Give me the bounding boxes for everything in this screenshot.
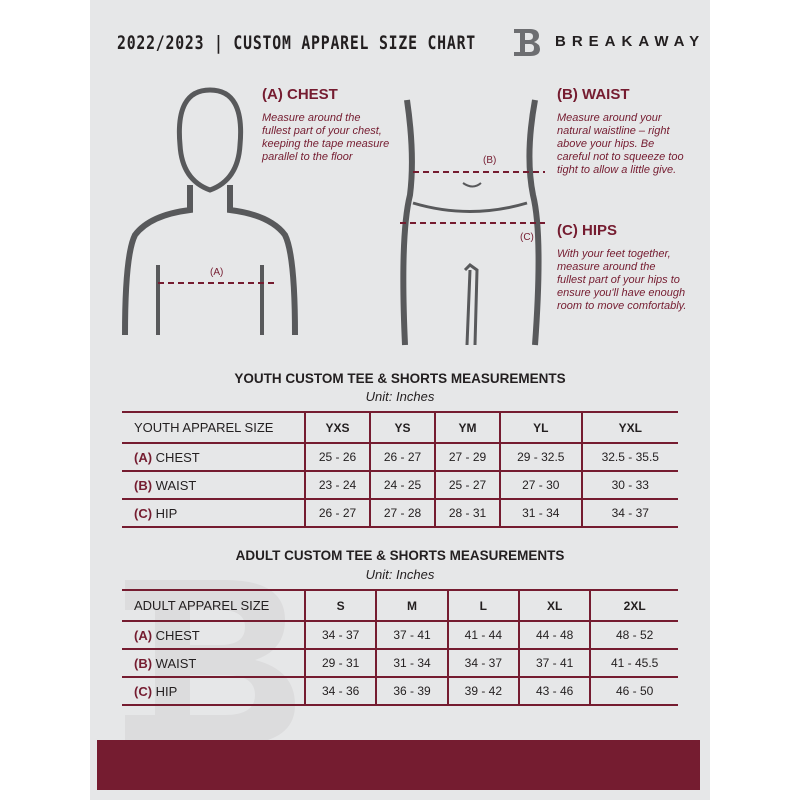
- table-cell: 27 - 30: [499, 470, 582, 500]
- size-header: YXS: [304, 411, 370, 444]
- adult-unit: Unit: Inches: [365, 567, 435, 582]
- table-cell: 28 - 31: [434, 498, 500, 528]
- table-cell: 36 - 39: [375, 676, 448, 706]
- waist-heading: (B) WAIST: [557, 86, 630, 103]
- measurement-label: (C) HIP: [122, 498, 305, 528]
- lower-body-illustration: [400, 99, 545, 346]
- table-row: (B) WAIST 29 - 31 31 - 34 34 - 37 37 - 41 41 …: [122, 648, 678, 678]
- size-header: YL: [499, 411, 582, 444]
- table-cell: 34 - 37: [446, 648, 519, 678]
- measurement-name: WAIST: [155, 655, 197, 671]
- table-cell: 29 - 31: [303, 648, 377, 678]
- footer-band: [97, 740, 700, 790]
- table-cell: 44 - 48: [517, 620, 591, 650]
- upper-body-illustration: [122, 87, 298, 336]
- size-header: L: [446, 589, 519, 622]
- measurement-label: (A) CHEST: [122, 620, 305, 650]
- table-cell: 34 - 37: [580, 498, 678, 528]
- table-cell: 25 - 26: [304, 442, 370, 472]
- measurement-letter: (C): [134, 683, 153, 699]
- measurement-name: WAIST: [155, 477, 197, 493]
- table-row: (C) HIP 26 - 27 27 - 28 28 - 31 31 - 34 34 - …: [122, 498, 678, 528]
- measurement-label: (A) CHEST: [122, 442, 305, 472]
- table-header-row: ADULT APPAREL SIZE S M L XL 2XL: [122, 589, 678, 622]
- table-cell: 27 - 28: [369, 498, 435, 528]
- waist-description: Measure around your natural waistline – …: [557, 112, 684, 176]
- size-label: YOUTH APPAREL SIZE: [122, 411, 305, 444]
- adult-size-table: ADULT APPAREL SIZE S M L XL 2XL (A) CHEST 34 - …: [122, 589, 678, 706]
- size-header: YS: [369, 411, 435, 444]
- measurement-letter: (B): [134, 655, 153, 671]
- table-cell: 27 - 29: [434, 442, 500, 472]
- size-label: ADULT APPAREL SIZE: [122, 589, 305, 622]
- table-row: (A) CHEST 25 - 26 26 - 27 27 - 29 29 - 32.5 3…: [122, 442, 678, 472]
- chest-marker: (A): [210, 267, 224, 278]
- size-header: YM: [434, 411, 500, 444]
- size-header: M: [375, 589, 448, 622]
- table-cell: 39 - 42: [446, 676, 519, 706]
- table-cell: 32.5 - 35.5: [580, 442, 678, 472]
- measurement-name: HIP: [155, 505, 178, 521]
- table-cell: 31 - 34: [499, 498, 582, 528]
- size-header: XL: [517, 589, 591, 622]
- size-header: 2XL: [589, 589, 678, 622]
- page-title: 2022/2023 | CUSTOM APPAREL SIZE CHART: [117, 32, 476, 54]
- table-cell: 37 - 41: [375, 620, 448, 650]
- size-header: S: [303, 589, 377, 622]
- adult-section-title: ADULT CUSTOM TEE & SHORTS MEASUREMENTS: [235, 548, 565, 563]
- measurement-letter: (C): [134, 505, 153, 521]
- measurement-label: (C) HIP: [122, 676, 305, 706]
- table-cell: 25 - 27: [434, 470, 500, 500]
- measurement-letter: (A): [134, 449, 153, 465]
- table-cell: 41 - 45.5: [589, 648, 678, 678]
- hips-heading: (C) HIPS: [557, 222, 617, 239]
- chest-description: Measure around the fullest part of your …: [262, 112, 390, 163]
- measurement-letter: (B): [134, 477, 153, 493]
- measurement-name: HIP: [155, 683, 178, 699]
- waist-marker: (B): [483, 155, 497, 166]
- table-cell: 37 - 41: [517, 648, 591, 678]
- table-cell: 34 - 36: [303, 676, 377, 706]
- size-header: YXL: [580, 411, 678, 444]
- measurement-name: CHEST: [155, 627, 200, 643]
- measurement-letter: (A): [134, 627, 153, 643]
- measurement-label: (B) WAIST: [122, 648, 305, 678]
- table-cell: 26 - 27: [369, 442, 435, 472]
- table-cell: 26 - 27: [304, 498, 370, 528]
- table-row: (B) WAIST 23 - 24 24 - 25 25 - 27 27 - 30 30 …: [122, 470, 678, 500]
- hips-marker: (C): [520, 232, 534, 243]
- table-cell: 46 - 50: [589, 676, 678, 706]
- chest-heading: (A) CHEST: [262, 86, 338, 103]
- table-cell: 41 - 44: [446, 620, 519, 650]
- table-cell: 34 - 37: [303, 620, 377, 650]
- youth-size-table: YOUTH APPAREL SIZE YXS YS YM YL YXL (A) CHEST 2…: [122, 411, 678, 528]
- table-cell: 48 - 52: [589, 620, 678, 650]
- table-cell: 30 - 33: [580, 470, 678, 500]
- table-row: (A) CHEST 34 - 37 37 - 41 41 - 44 44 - 48 48 …: [122, 620, 678, 650]
- table-header-row: YOUTH APPAREL SIZE YXS YS YM YL YXL: [122, 411, 678, 444]
- breakaway-logo-icon: [514, 29, 540, 56]
- hips-description: With your feet together, measure around …: [557, 248, 687, 312]
- measurement-label: (B) WAIST: [122, 470, 305, 500]
- table-cell: 43 - 46: [517, 676, 591, 706]
- table-cell: 29 - 32.5: [499, 442, 582, 472]
- measurement-name: CHEST: [155, 449, 200, 465]
- brand-name: BREAKAWAY: [555, 33, 706, 50]
- table-cell: 24 - 25: [369, 470, 435, 500]
- youth-unit: Unit: Inches: [365, 389, 435, 404]
- table-cell: 23 - 24: [304, 470, 370, 500]
- table-row: (C) HIP 34 - 36 36 - 39 39 - 42 43 - 46 46 - …: [122, 676, 678, 706]
- table-cell: 31 - 34: [375, 648, 448, 678]
- youth-section-title: YOUTH CUSTOM TEE & SHORTS MEASUREMENTS: [234, 371, 566, 386]
